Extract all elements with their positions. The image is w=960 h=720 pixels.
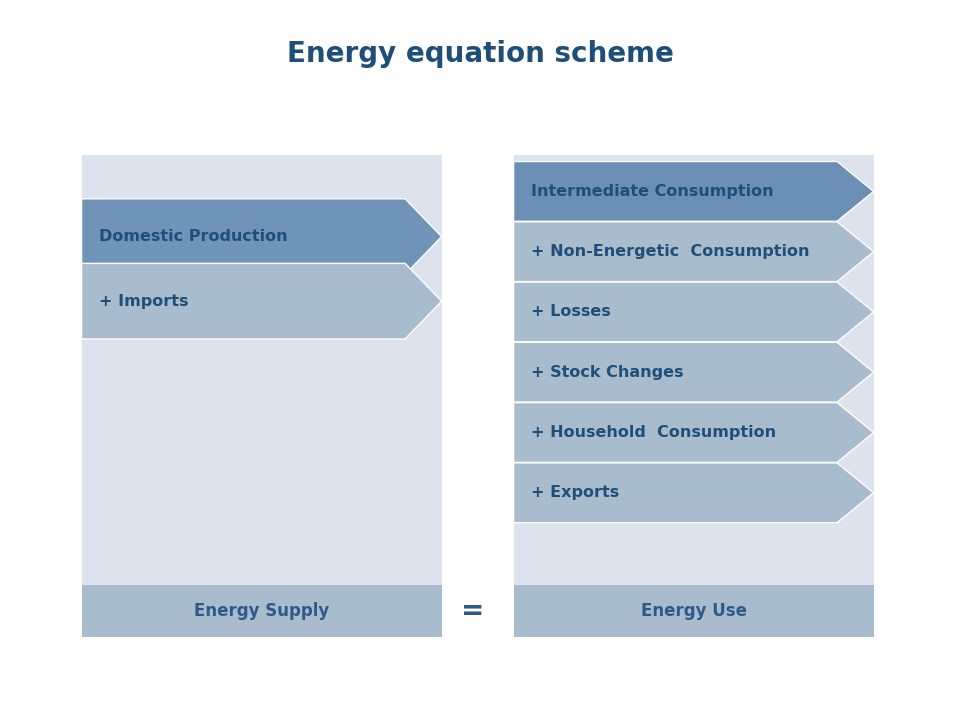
Polygon shape xyxy=(514,402,874,462)
Polygon shape xyxy=(514,342,874,402)
Polygon shape xyxy=(82,264,442,339)
Text: Energy Supply: Energy Supply xyxy=(194,602,329,621)
FancyBboxPatch shape xyxy=(514,155,874,637)
FancyBboxPatch shape xyxy=(82,155,442,637)
Text: + Exports: + Exports xyxy=(531,485,619,500)
Polygon shape xyxy=(514,463,874,523)
Text: + Losses: + Losses xyxy=(531,305,611,320)
Text: Energy equation scheme: Energy equation scheme xyxy=(287,40,673,68)
FancyBboxPatch shape xyxy=(82,585,442,637)
Text: + Household  Consumption: + Household Consumption xyxy=(531,425,776,440)
FancyBboxPatch shape xyxy=(514,585,874,637)
Polygon shape xyxy=(514,282,874,342)
Polygon shape xyxy=(514,161,874,221)
Text: + Imports: + Imports xyxy=(99,294,188,309)
Text: + Non-Energetic  Consumption: + Non-Energetic Consumption xyxy=(531,244,809,259)
Polygon shape xyxy=(82,199,442,274)
Polygon shape xyxy=(514,222,874,282)
Text: Energy Use: Energy Use xyxy=(640,602,747,621)
Text: + Stock Changes: + Stock Changes xyxy=(531,365,684,379)
Text: Domestic Production: Domestic Production xyxy=(99,229,287,244)
Text: =: = xyxy=(461,598,485,625)
Text: Intermediate Consumption: Intermediate Consumption xyxy=(531,184,774,199)
